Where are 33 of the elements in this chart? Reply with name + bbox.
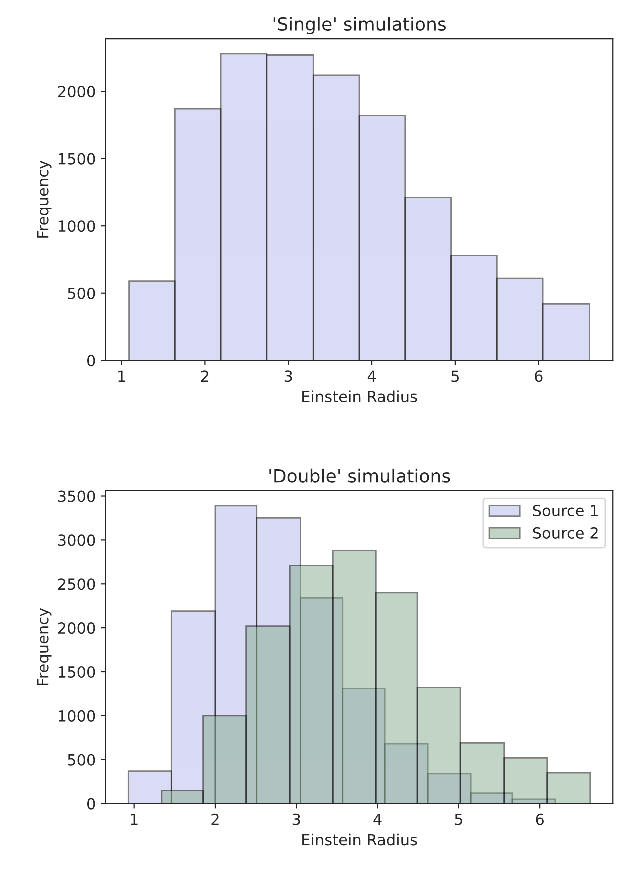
- y-tick-label: 3500: [58, 490, 96, 502]
- x-tick-label: 4: [368, 370, 376, 382]
- x-tick-label: 4: [374, 814, 382, 826]
- x-tick-label: 3: [292, 814, 300, 826]
- x-tick-label: 6: [535, 370, 543, 382]
- y-axis-title: Frequency: [37, 160, 52, 238]
- x-tick-label: 6: [536, 814, 544, 826]
- legend-label: Source 1: [533, 505, 598, 517]
- y-tick-label: 2000: [58, 86, 96, 98]
- legend-label: Source 2: [533, 527, 598, 539]
- chart-title: 'Single' simulations: [274, 17, 446, 35]
- x-tick-label: 2: [212, 814, 219, 826]
- y-tick-label: 500: [68, 288, 96, 300]
- y-tick-label: 1000: [59, 220, 96, 232]
- x-axis-title: Einstein Radius: [302, 834, 418, 846]
- y-tick-label: 500: [68, 754, 96, 766]
- y-tick-label: 1000: [59, 710, 96, 722]
- x-axis-title: Einstein Radius: [302, 390, 418, 403]
- chart-title: 'Double' simulations: [270, 468, 450, 483]
- x-tick-label: 5: [452, 370, 459, 382]
- y-tick-label: 0: [87, 798, 96, 810]
- y-tick-label: 2000: [58, 622, 96, 634]
- x-tick-label: 5: [455, 814, 462, 826]
- y-tick-label: 1500: [59, 666, 96, 678]
- y-tick-label: 2500: [58, 578, 96, 590]
- y-axis-title: Frequency: [37, 608, 52, 686]
- x-tick-label: 3: [284, 370, 292, 382]
- x-tick-label: 1: [131, 814, 138, 826]
- y-tick-label: 0: [87, 355, 96, 367]
- x-tick-label: 2: [201, 370, 209, 382]
- y-tick-label: 3000: [58, 534, 96, 546]
- x-tick-label: 1: [118, 370, 126, 382]
- y-tick-label: 1500: [59, 153, 96, 165]
